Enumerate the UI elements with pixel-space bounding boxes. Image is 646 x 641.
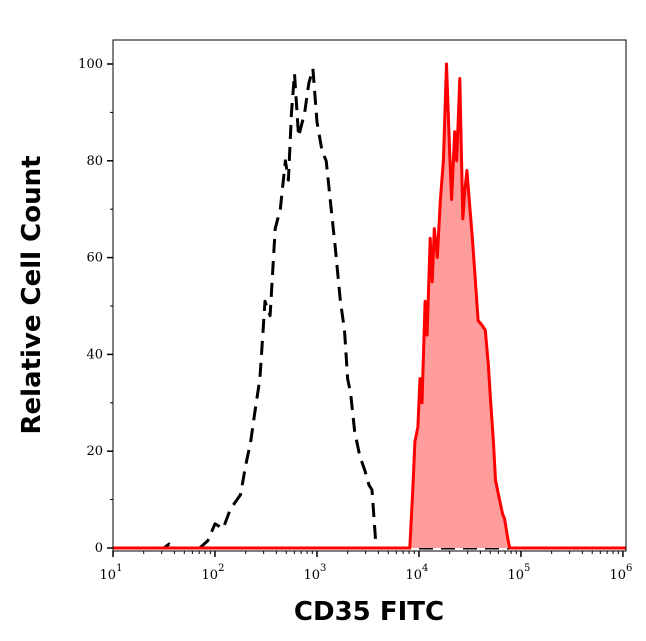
y-tick-label: 20 [86, 444, 103, 459]
y-tick-label: 80 [86, 154, 103, 169]
series-line-0 [113, 67, 626, 550]
x-tick-label: 106 [609, 563, 632, 583]
y-tick-label: 40 [86, 347, 103, 362]
x-tick-label: 101 [100, 563, 123, 583]
x-tick-label: 105 [507, 563, 530, 583]
x-axis-title: CD35 FITC [294, 597, 444, 627]
y-tick-label: 0 [95, 541, 103, 556]
series-fill-1 [113, 64, 626, 548]
x-tick-label: 103 [304, 563, 327, 583]
y-tick-label: 100 [78, 57, 103, 72]
x-tick-label: 104 [406, 563, 429, 583]
y-tick-label: 60 [86, 251, 103, 266]
series-line-1 [113, 62, 626, 550]
y-axis-title: Relative Cell Count [17, 155, 47, 434]
plot-frame [112, 39, 627, 552]
x-tick-label: 102 [202, 563, 225, 583]
